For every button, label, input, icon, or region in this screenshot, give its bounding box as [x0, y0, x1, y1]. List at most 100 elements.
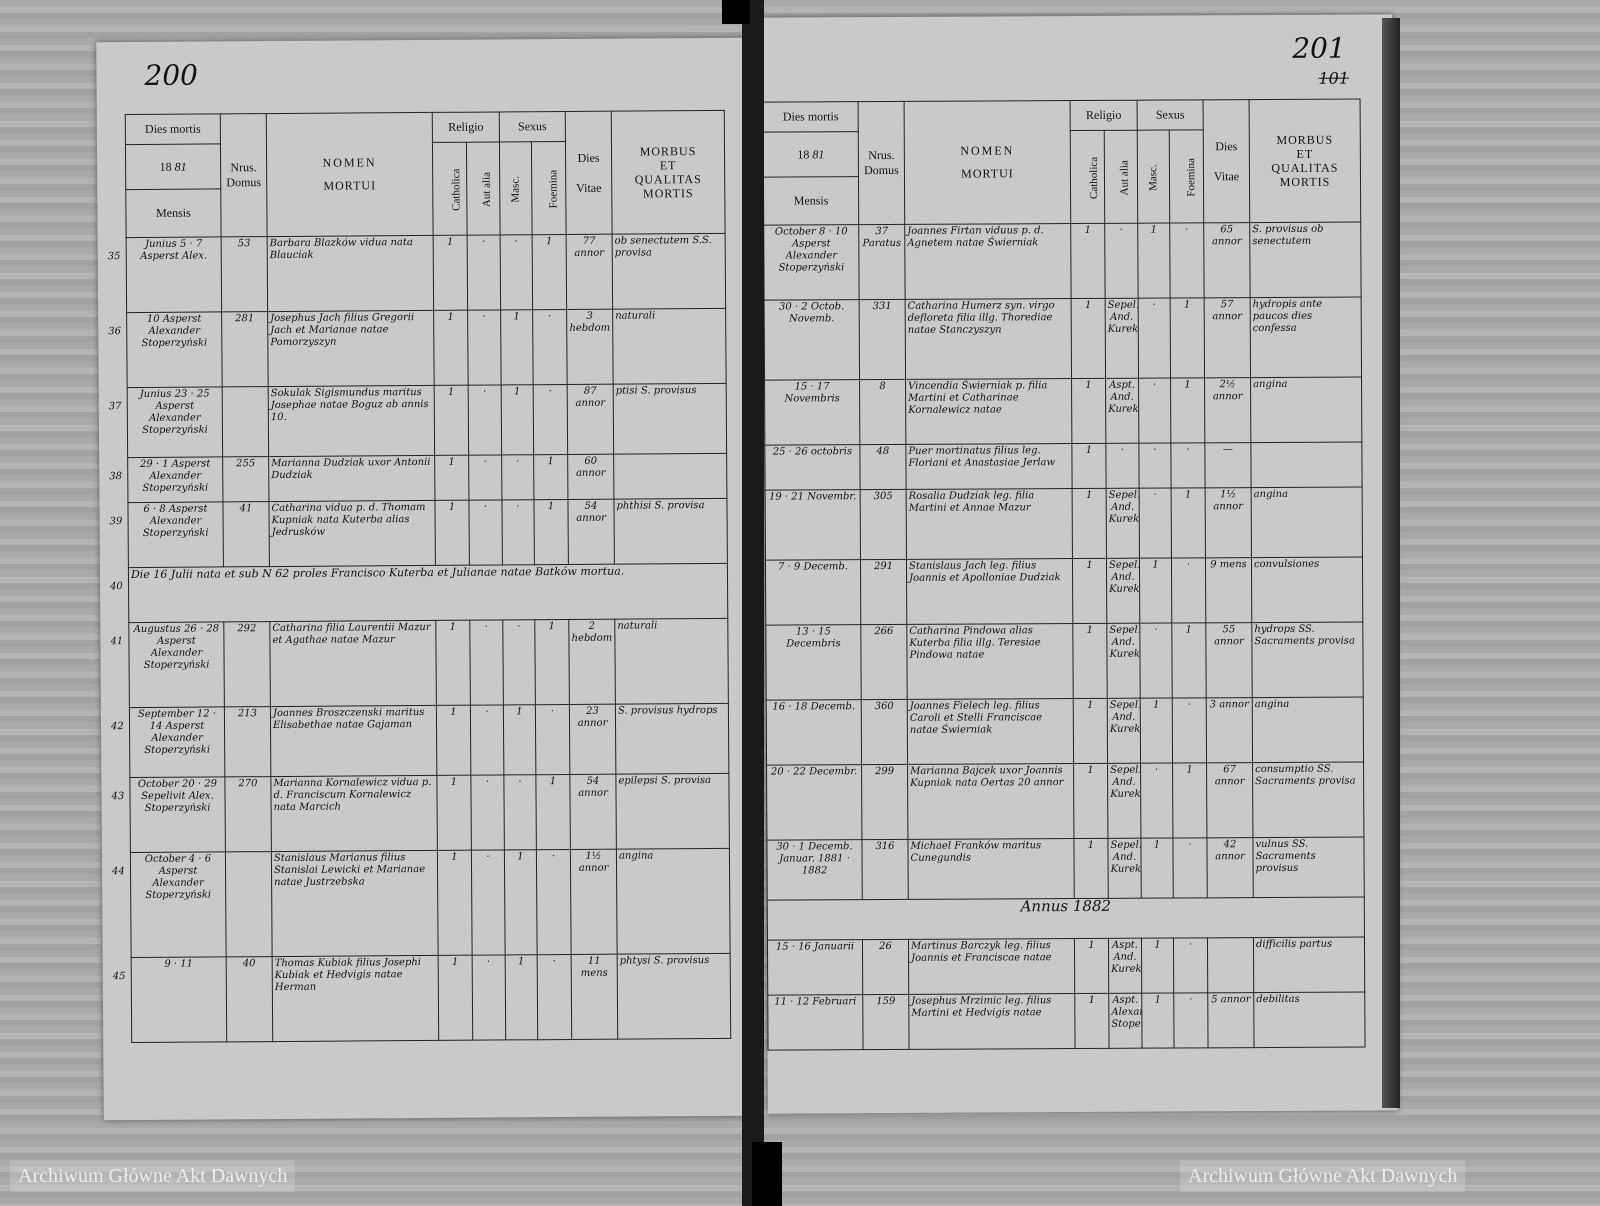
cell-foem: 1 [534, 619, 570, 705]
cell-alia: · [470, 704, 504, 776]
cell-date: Junius 23 · 25 Asperst Alexander Stoperz… [127, 386, 223, 458]
cell-vitae: 55 annor [1205, 622, 1253, 698]
header-vitae: Vitae [576, 180, 602, 195]
register-entry: Junius 23 · 25 Asperst Alexander Stoperz… [127, 383, 727, 458]
cell-nrus: 291 [860, 559, 907, 625]
cell-vitae: 87 annor [567, 384, 614, 455]
cell-vitae: 65 annor [1203, 222, 1251, 298]
cell-alia: · [469, 619, 504, 706]
annus-heading: Annus 1882 [767, 897, 1365, 941]
cell-morbus: consumptio SS. Sacraments provisa [1252, 762, 1364, 838]
cell-masc: 1 [501, 384, 534, 455]
cell-cath: 1 [436, 775, 472, 851]
entry-number: 38 [109, 471, 123, 483]
spine-clip [722, 0, 750, 24]
cell-alia: · [1105, 443, 1140, 489]
register-entry: 9 · 11 40 Thomas Kubiak filius Josephi Kub… [131, 953, 731, 1043]
cell-foem: 1 [533, 454, 568, 500]
cell-nrus: 316 [861, 839, 909, 900]
cell-masc: 1 [500, 309, 534, 385]
cell-date: 29 · 1 Asperst Alexander Stoperzyński [127, 456, 223, 503]
cell-foem: 1 [532, 234, 567, 310]
header-year: 18 81 [125, 143, 221, 190]
header-year: 18 81 [763, 131, 859, 178]
watermark: Archiwum Główne Akt Dawnych [1180, 1160, 1466, 1192]
cell-foem: · [1169, 222, 1205, 299]
cell-vitae: 3 hebdom [566, 309, 614, 385]
register-entry: 13 · 15 Decembris 266 Catharina Pindowa al… [765, 622, 1364, 701]
header-religio: Religio [432, 111, 500, 143]
cell-vitae: 2 hebdom [568, 619, 616, 705]
cell-foem: · [533, 384, 568, 455]
cell-foem: · [1173, 937, 1208, 994]
cell-cath: 1 [1070, 223, 1106, 299]
cell-masc: · [1138, 298, 1171, 379]
entry-number: 42 [110, 721, 124, 733]
cell-foem: · [537, 954, 572, 1040]
register-entry: 7 · 9 Decemb. 291 Stanislaus Jach leg. fil… [765, 557, 1363, 626]
cell-alia: · [472, 954, 506, 1041]
header-dies-mortis: Dies mortis [125, 113, 221, 145]
register-entry: Augustus 26 · 28 Asperst Alexander Stope… [128, 618, 729, 708]
cell-nomen: Thomas Kubiak filius Josephi Kubiak et H… [272, 955, 439, 1042]
cell-masc: · [500, 234, 533, 310]
cell-foem: · [532, 309, 568, 385]
cell-masc: · [1139, 623, 1173, 699]
register-entry: 15 · 16 Januarii 26 Martinus Barczyk leg. … [767, 937, 1365, 996]
header-morbus-word: MORBUS [639, 144, 697, 159]
cell-foem: · [1171, 557, 1206, 624]
cell-nomen: Barbara Blazków vidua nata Blauciak [267, 235, 434, 312]
cell-nomen: Rosalia Dudziak leg. filia Martini et An… [906, 488, 1073, 560]
cell-nomen: Joannes Fielech leg. filius Caroli et St… [907, 698, 1074, 765]
cell-masc: · [1138, 378, 1171, 444]
year-heading-row: Annus 1882 [767, 897, 1365, 941]
cell-alia: Sepel. And. Kurek [1107, 838, 1142, 899]
cell-foem: 1 [533, 499, 569, 565]
cell-cath: 1 [1071, 443, 1107, 489]
cell-cath: 1 [435, 620, 471, 706]
cell-morbus: angina [1250, 377, 1362, 443]
cell-morbus: angina [1252, 697, 1364, 763]
year-prefix: 18 [797, 146, 810, 161]
cell-alia: Sepel. And. Kurek [1106, 558, 1140, 624]
cell-nrus: 53 [221, 236, 268, 312]
cell-cath: 1 [438, 955, 473, 1041]
cell-foem: 1 [1172, 762, 1207, 839]
old-page-number: 101 [1318, 68, 1350, 88]
entry-number: 41 [110, 636, 124, 648]
cell-nrus: 360 [861, 699, 908, 765]
cell-foem: · [536, 849, 572, 955]
register-entry: 30 · 1 Decemb. Januar. 1881 · 1882 316 Mic… [766, 837, 1365, 901]
entry-number: 43 [111, 791, 125, 803]
cell-nrus: 299 [861, 764, 908, 840]
cell-masc: 1 [1139, 558, 1172, 624]
cell-date: Augustus 26 · 28 Asperst Alexander Stope… [128, 621, 225, 708]
cell-nomen: Josephus Jach filius Gregorii Jach et Ma… [267, 310, 435, 387]
cell-alia: Sepel. And. Kurek [1106, 623, 1141, 699]
cell-date: 16 · 18 Decemb. [766, 699, 862, 766]
cell-nrus: 266 [860, 624, 908, 700]
header-qualitas: QUALITAS [634, 172, 702, 187]
cell-vitae: 9 mens [1205, 557, 1252, 623]
year-suffix: 81 [812, 146, 825, 161]
cell-morbus [1250, 442, 1363, 488]
cell-morbus: angina [1251, 487, 1363, 558]
header-religio: Religio [1070, 100, 1138, 131]
cell-date: Junius 5 · 7 Asperst Alex. [126, 236, 222, 313]
cell-alia: Sepel. And. Kurek [1107, 763, 1141, 839]
cell-cath: 1 [1074, 938, 1109, 994]
cell-alia: · [468, 384, 502, 456]
note-text: Die 16 Julii nata et sub N 62 proles Fra… [128, 563, 728, 623]
cell-foem: · [1172, 697, 1207, 764]
cell-morbus: hydrops SS. Sacraments provisa [1251, 622, 1364, 698]
cell-morbus: phtysi S. provisus [617, 953, 731, 1040]
note-row: Die 16 Julii nata et sub N 62 proles Fra… [128, 563, 728, 623]
cell-vitae [1207, 937, 1254, 993]
header-mortis: MORTIS [642, 186, 694, 201]
cell-vitae: 67 annor [1206, 762, 1253, 838]
entry-number: 40 [110, 581, 123, 593]
register-entry: 19 · 21 Novembr. 305 Rosalia Dudziak leg. … [765, 487, 1363, 561]
cell-nomen: Catharina filia Laurentii Mazur et Agath… [269, 620, 437, 707]
header-morbus: MORBUS ET QUALITAS MORTIS [1249, 99, 1361, 223]
cell-cath: 1 [437, 850, 473, 956]
